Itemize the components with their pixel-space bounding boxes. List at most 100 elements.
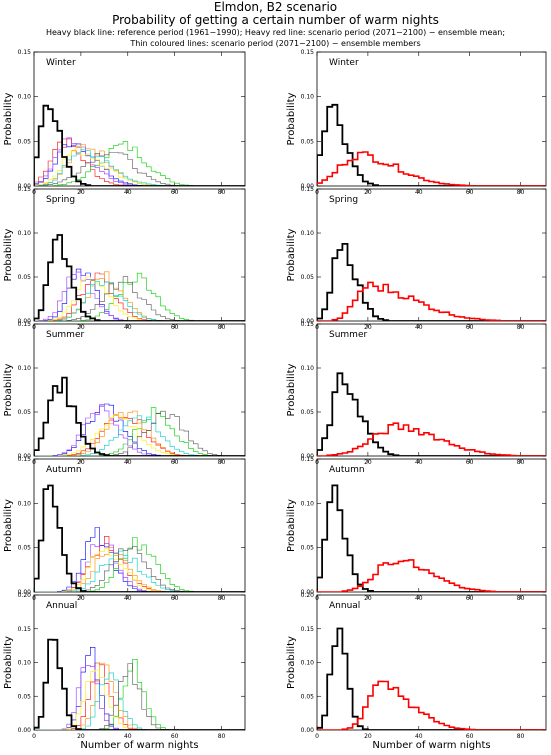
y-tick-label: 0.10: [301, 230, 315, 237]
reference-histogram: [34, 104, 245, 186]
figure-title: Elmdon, B2 scenario: [213, 0, 338, 14]
y-tick-label: 0.05: [18, 545, 32, 552]
member-histogram: [34, 152, 245, 186]
panel-spring-left: 0.000.050.100.15020406080SpringProbabili…: [3, 186, 246, 331]
y-tick-label: 0.10: [18, 230, 32, 237]
y-tick-label: 0.10: [301, 660, 315, 667]
y-tick-label: 0.05: [18, 693, 32, 700]
member-histogram: [34, 272, 245, 321]
reference-histogram: [317, 372, 546, 456]
member-histogram: [34, 550, 245, 592]
member-histogram: [34, 536, 245, 592]
legend-line-2: Thin coloured lines: scenario period (20…: [130, 39, 421, 48]
y-tick-label: 0.10: [18, 94, 32, 101]
member-histogram: [34, 404, 245, 456]
plot-frame: [316, 51, 547, 187]
ensemble-mean-histogram: [317, 680, 546, 730]
reference-histogram: [317, 627, 546, 730]
y-tick-label: 0.15: [18, 49, 32, 56]
y-tick-label: 0.10: [301, 500, 315, 507]
x-tick-label: 20: [364, 733, 372, 740]
panel-autumn-right: 0.000.050.100.15020406080AutumnProbabili…: [286, 456, 547, 602]
x-tick-label: 0: [32, 733, 36, 740]
panel-summer-left: 0.000.050.100.15020406080SummerProbabili…: [3, 321, 246, 466]
reference-histogram: [34, 376, 245, 456]
y-tick-label: 0.15: [18, 626, 32, 633]
panel-spring-right: 0.000.050.100.15020406080SpringProbabili…: [286, 186, 547, 331]
panel-label: Winter: [46, 58, 76, 68]
member-histogram: [34, 271, 245, 321]
y-tick-label: 0.15: [301, 321, 315, 328]
member-histogram: [34, 415, 245, 456]
y-tick-label: 0.15: [301, 456, 315, 463]
ensemble-mean-histogram: [317, 281, 546, 321]
y-tick-label: 0.10: [18, 365, 32, 372]
member-histogram: [34, 410, 245, 456]
member-histogram: [34, 276, 245, 321]
panel-winter-left: 0.000.050.100.15020406080WinterProbabili…: [3, 49, 246, 196]
y-tick-label: 0.00: [301, 589, 315, 596]
y-axis-label: Probability: [286, 499, 297, 552]
x-tick-label: 0: [315, 733, 319, 740]
figure-subtitle: Probability of getting a certain number …: [112, 13, 439, 27]
reference-histogram: [34, 234, 245, 321]
member-histogram: [34, 659, 245, 730]
y-tick-label: 0.15: [301, 186, 315, 193]
panel-label: Annual: [46, 601, 77, 611]
member-histogram: [34, 141, 245, 186]
y-tick-label: 0.10: [301, 94, 315, 101]
x-tick-label: 40: [124, 733, 132, 740]
y-axis-label: Probability: [3, 228, 14, 281]
reference-histogram: [34, 484, 245, 592]
y-tick-label: 0.00: [18, 183, 32, 190]
y-axis-label: Probability: [3, 499, 14, 552]
figure-header: Elmdon, B2 scenario Probability of getti…: [0, 0, 551, 49]
panel-summer-right: 0.000.050.100.15020406080SummerProbabili…: [286, 321, 547, 466]
plot-frame: [316, 188, 547, 322]
y-axis-label: Probability: [286, 636, 297, 689]
panel-label: Winter: [329, 58, 359, 68]
member-histogram: [34, 414, 245, 456]
y-axis-label: Probability: [286, 228, 297, 281]
panel-annual-right: 0.00 0.05 0.10 0.15 0.20 0 20 40 60 80 Annual Proba…: [286, 592, 547, 740]
y-axis-label: Probability: [3, 92, 14, 145]
panel-label: Spring: [46, 195, 75, 205]
reference-histogram: [317, 243, 546, 321]
reference-histogram: [317, 103, 546, 186]
panel-label: Autumn: [46, 465, 82, 475]
y-tick-label: 0.15: [301, 626, 315, 633]
member-histogram: [34, 547, 245, 592]
reference-histogram: [317, 484, 546, 592]
member-histogram: [34, 276, 245, 321]
member-histogram: [34, 281, 245, 321]
member-histogram: [34, 548, 245, 592]
y-tick-label: 0.15: [18, 186, 32, 193]
plot-frame: [316, 594, 547, 731]
y-tick-label: 0.00: [18, 318, 32, 325]
panel-label: Spring: [329, 195, 358, 205]
y-tick-label: 0.15: [18, 456, 32, 463]
y-tick-label: 0.05: [18, 274, 32, 281]
y-tick-label: 0.05: [301, 545, 315, 552]
x-tick-label: 80: [517, 733, 525, 740]
member-histogram: [34, 143, 245, 186]
y-tick-label: 0.00: [301, 183, 315, 190]
plot-frame: [33, 51, 246, 187]
y-tick-label: 0.10: [18, 660, 32, 667]
y-tick-label: 0.10: [18, 500, 32, 507]
x-tick-label: 20: [77, 733, 85, 740]
y-tick-label: 0.15: [18, 321, 32, 328]
panel-winter-right: 0.000.050.100.15020406080WinterProbabili…: [286, 49, 547, 196]
member-histogram: [34, 527, 245, 592]
plot-frame: [33, 458, 246, 593]
member-histogram: [34, 662, 245, 730]
member-histogram: [34, 410, 245, 456]
y-tick-label: 0.20: [301, 592, 315, 599]
y-tick-label: 0.05: [301, 693, 315, 700]
member-histogram: [34, 414, 245, 456]
y-tick-label: 0.15: [301, 49, 315, 56]
y-axis-label: Probability: [3, 363, 14, 416]
plot-frame: [316, 458, 547, 593]
y-tick-label: 0.00: [18, 727, 32, 734]
